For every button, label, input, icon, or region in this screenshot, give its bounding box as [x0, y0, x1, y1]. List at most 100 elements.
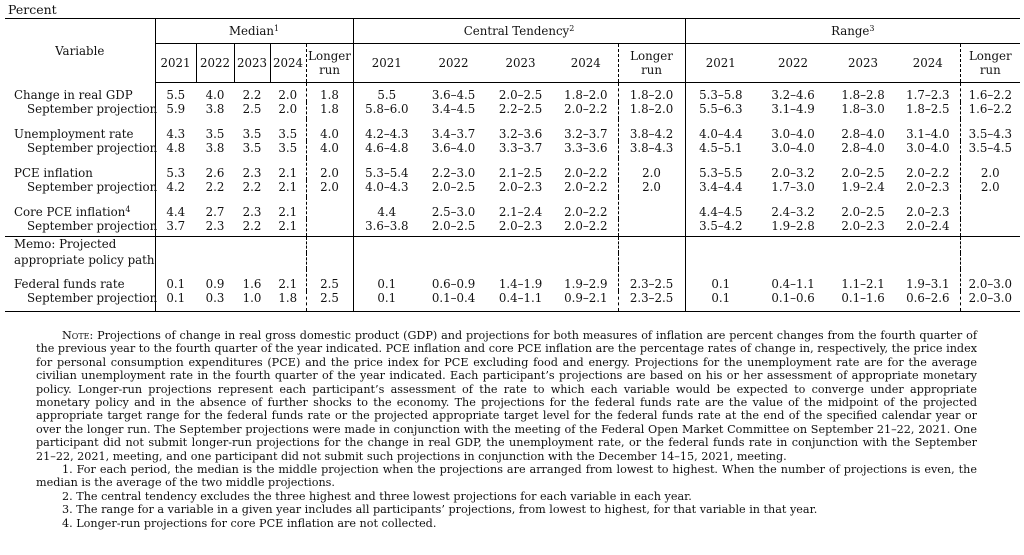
range-header-footnote: 3 [869, 24, 875, 33]
value-cell: 3.1–4.9 [771, 102, 815, 116]
value-cell: 0.1 [352, 291, 421, 312]
empty-cell [234, 253, 270, 269]
central-tendency-header: Central Tendency2 [352, 19, 686, 44]
value-cell: 3.0–4.0 [771, 127, 815, 141]
value-cell: 4.3 [154, 119, 196, 141]
memo-line2: appropriate policy path [14, 253, 155, 267]
value-cell: 3.6–4.5 [431, 88, 476, 102]
value-cell: 1.8 [305, 102, 354, 119]
table-row: September projection 5.9 3.8 2.5 2.0 1.8 5.8–6… [5, 102, 1021, 119]
row-label-text: PCE inflation [14, 166, 93, 180]
value-cell: 0.1 [352, 269, 421, 291]
value-cell [617, 197, 686, 219]
value-cell: 2.0–2.5 [841, 166, 885, 180]
value-cell: 1.1–2.1 [841, 277, 885, 291]
empty-cell [487, 253, 554, 269]
value-cell: 2.0–2.3 [906, 205, 950, 219]
value-cell: 3.5–4.5 [959, 141, 1021, 158]
empty-cell [830, 253, 896, 269]
value-cell: 3.4–3.7 [431, 127, 476, 141]
value-cell: 1.4–1.9 [498, 277, 543, 291]
september-label: September projection [27, 141, 158, 155]
row-label-footnote: 4 [125, 205, 131, 214]
empty-cell [684, 253, 757, 269]
row-label: PCE inflation [5, 158, 155, 180]
year-header: 2024 [554, 43, 619, 83]
value-cell: 3.3–3.6 [564, 141, 608, 155]
value-cell: 4.4 [352, 197, 421, 219]
value-cell: 1.9–2.8 [771, 219, 815, 233]
value-cell: 5.3–5.8 [684, 82, 757, 102]
value-cell: 2.0–2.5 [841, 205, 885, 219]
year-header: 2021 [684, 43, 757, 83]
header-group-row: Variable Median1 Central Tendency2 Range3 [5, 19, 1021, 58]
value-cell: 2.0–2.3 [906, 180, 950, 194]
september-label: September projection [27, 219, 158, 233]
value-cell: 2.4–3.2 [771, 205, 815, 219]
value-cell: 3.3–3.7 [498, 141, 543, 155]
value-cell: 3.5–4.2 [684, 219, 757, 237]
value-cell: 2.1 [278, 166, 298, 180]
empty-cell [487, 236, 555, 253]
value-cell: 3.6–3.8 [352, 219, 421, 237]
year-header: 2021 [352, 43, 421, 83]
empty-cell [756, 236, 831, 253]
central-tendency-header-footnote: 2 [569, 24, 575, 33]
empty-cell [896, 253, 960, 269]
row-label: Change in real GDP [5, 83, 155, 102]
value-cell: 1.8–2.0 [617, 82, 686, 102]
value-cell: 3.8 [205, 141, 225, 155]
value-cell: 3.5 [278, 141, 298, 155]
empty-cell [270, 236, 306, 253]
value-cell: 1.9–2.9 [564, 277, 608, 291]
value-cell: 2.1 [278, 219, 298, 233]
value-cell: 2.2–2.5 [498, 102, 543, 116]
value-cell: 0.1 [154, 269, 196, 291]
value-cell: 0.1 [154, 291, 196, 312]
value-cell: 3.4–4.4 [684, 180, 757, 197]
median-header: Median1 [154, 19, 354, 44]
footnote-1: 1. For each period, the median is the mi… [36, 463, 977, 490]
value-cell: 4.2–4.3 [352, 119, 421, 141]
value-cell: 1.6–2.2 [959, 82, 1021, 102]
empty-cell [617, 253, 686, 269]
value-cell: 0.1–1.6 [830, 291, 897, 312]
empty-cell [554, 253, 618, 269]
value-cell: 2.5–3.0 [431, 205, 476, 219]
value-cell: 2.0–2.5 [431, 180, 476, 194]
median-header-footnote: 1 [273, 24, 280, 33]
median-header-label: Median [228, 24, 274, 38]
value-cell: 0.6–2.6 [896, 291, 961, 312]
value-cell: 2.8–4.0 [841, 141, 885, 155]
value-cell: 2.3–2.5 [617, 269, 686, 291]
empty-cell [684, 236, 757, 253]
value-cell: 2.0–2.3 [498, 219, 543, 233]
value-cell: 2.0–2.2 [564, 102, 608, 116]
value-cell: 3.8–4.2 [617, 119, 686, 141]
table-row: Core PCE inflation4 4.4 2.7 2.3 2.1 4.4 2.5–3.… [5, 197, 1021, 219]
memo-line1: Memo: Projected [14, 237, 117, 251]
range-header-label: Range [831, 24, 870, 38]
value-cell: 5.8–6.0 [352, 102, 421, 119]
empty-cell [154, 253, 196, 269]
table-row: PCE inflation 5.3 2.6 2.3 2.1 2.0 5.3–5.4 2.2–3… [5, 158, 1021, 180]
value-cell: 0.9–2.1 [554, 291, 619, 312]
empty-cell [420, 236, 488, 253]
longer-run-line1: Longer [630, 49, 673, 63]
empty-cell [305, 236, 354, 253]
value-cell: 4.6–4.8 [352, 141, 421, 158]
row-label-text: Unemployment rate [14, 127, 134, 141]
empty-cell [154, 236, 196, 253]
unit-label: Percent [8, 2, 57, 17]
year-header: 2023 [487, 43, 555, 83]
table-row: September projection 4.8 3.8 3.5 3.5 4.0 4.6–4… [5, 141, 1021, 158]
value-cell: 0.1 [684, 269, 757, 291]
note-label: Note [62, 329, 90, 342]
value-cell: 4.0–4.4 [684, 119, 757, 141]
value-cell: 1.8–3.0 [841, 102, 885, 116]
year-header: 2022 [195, 43, 234, 83]
value-cell: 5.3–5.5 [684, 158, 757, 180]
value-cell: 3.5–4.3 [959, 119, 1021, 141]
value-cell: 2.0–2.4 [906, 219, 950, 233]
value-cell: 2.1 [278, 180, 298, 194]
